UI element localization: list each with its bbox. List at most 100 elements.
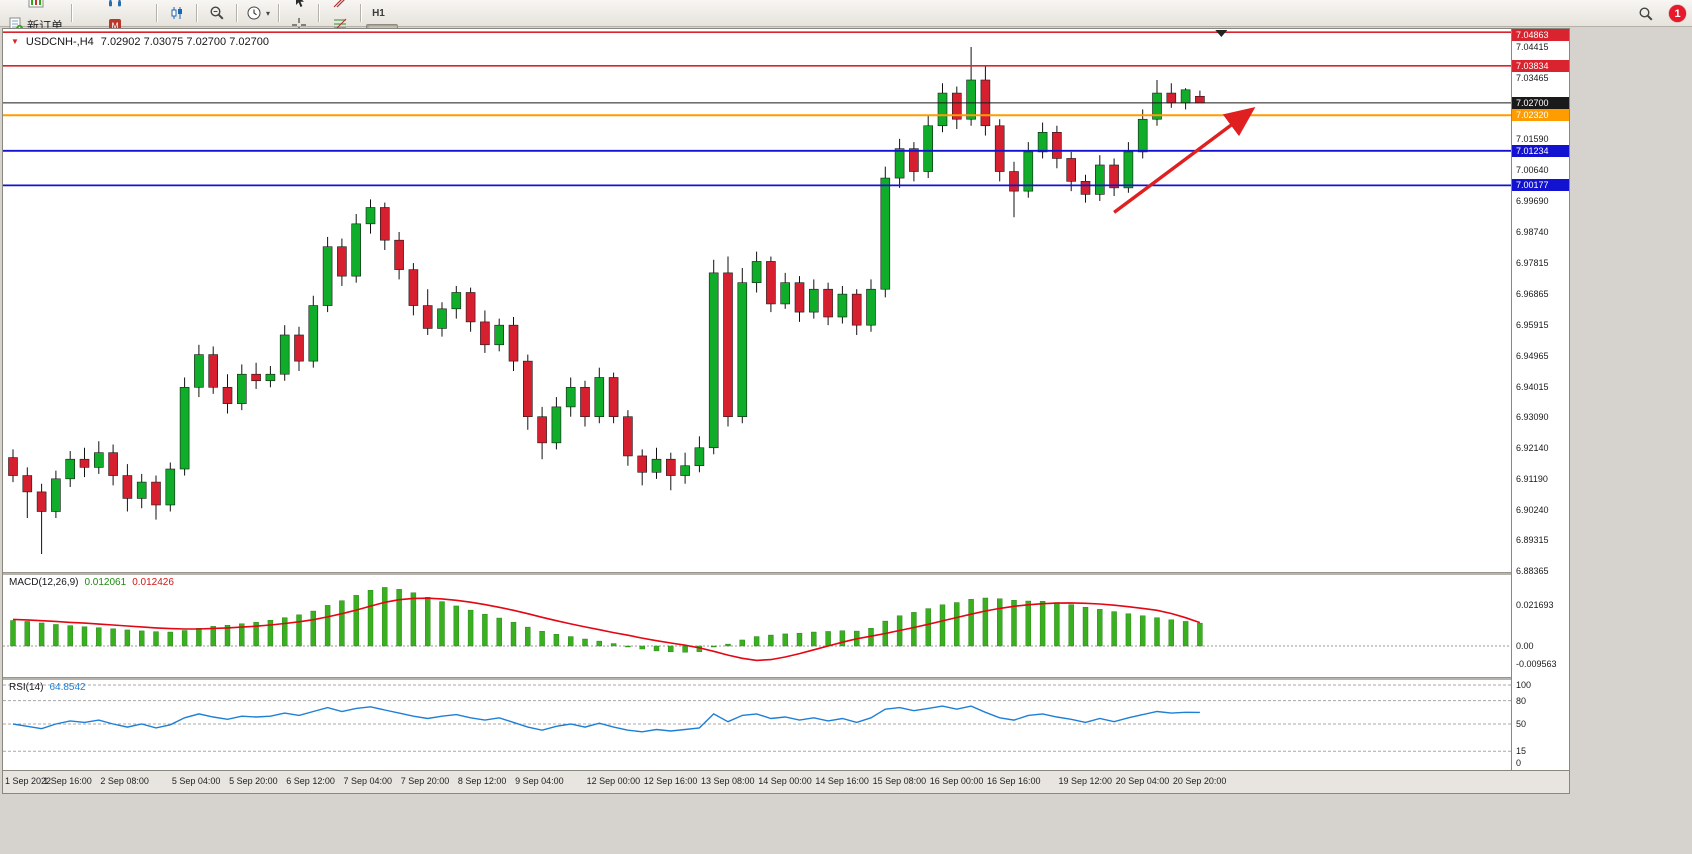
time-tick: 12 Sep 00:00 xyxy=(586,776,641,786)
price-tick: 6.91190 xyxy=(1516,474,1548,485)
rsi-scale-tick: 0 xyxy=(1516,758,1522,768)
toolbar-separator xyxy=(360,4,363,22)
panel-splitter[interactable] xyxy=(3,572,1569,575)
chart-shift-marker[interactable] xyxy=(1215,30,1228,37)
macd-panel[interactable] xyxy=(3,573,1511,677)
cursor-button[interactable] xyxy=(284,0,314,13)
candle-bodies xyxy=(8,79,1205,512)
rsi-scale-tick: 80 xyxy=(1516,695,1527,706)
toolbar-separator xyxy=(278,4,281,22)
macd-scale-tick: 0.00 xyxy=(1516,641,1534,651)
time-tick: 14 Sep 16:00 xyxy=(815,776,869,786)
channel-button[interactable] xyxy=(324,0,356,13)
price-level-label: 7.00177 xyxy=(1512,179,1569,192)
chart-header: ▼ USDCNH-,H4 7.02902 7.03075 7.02700 7.0… xyxy=(11,36,269,48)
svg-text:M: M xyxy=(111,21,118,31)
price-level-label: 7.04863 xyxy=(1512,29,1569,41)
price-tick: 6.92140 xyxy=(1516,443,1549,454)
zoom-out-button[interactable] xyxy=(202,1,232,25)
time-tick: 6 Sep 12:00 xyxy=(286,776,335,786)
time-tick: 12 Sep 16:00 xyxy=(643,776,698,786)
search-icon xyxy=(1638,6,1654,22)
search-button[interactable] xyxy=(1631,2,1661,26)
rsi-line xyxy=(12,705,1200,733)
time-tick: 16 Sep 00:00 xyxy=(929,776,984,786)
cursor-icon xyxy=(291,0,307,9)
time-tick: 20 Sep 04:00 xyxy=(1115,776,1170,786)
price-level-label: 7.02700 xyxy=(1512,96,1569,109)
notification-badge[interactable]: 1 xyxy=(1669,5,1686,22)
macd-histogram xyxy=(10,587,1203,653)
macd-scale-tick: 0.021693 xyxy=(1516,600,1554,610)
price-tick: 7.00640 xyxy=(1516,165,1549,176)
time-tick: 19 Sep 12:00 xyxy=(1058,776,1113,786)
time-tick: 2 Sep 08:00 xyxy=(100,776,149,786)
time-tick: 9 Sep 04:00 xyxy=(515,776,564,786)
chart-window: ▼ USDCNH-,H4 7.02902 7.03075 7.02700 7.0… xyxy=(2,28,1570,794)
toolbar-separator xyxy=(236,4,239,22)
price-tick: 6.94965 xyxy=(1516,350,1549,361)
macd-value-main: 0.012061 xyxy=(84,577,127,588)
price-tick: 6.95915 xyxy=(1516,319,1549,330)
time-tick: 1 Sep 2022 xyxy=(5,776,52,786)
candle-wicks xyxy=(12,46,1201,555)
price-tick: 6.94015 xyxy=(1516,381,1549,392)
candle-chart-button[interactable] xyxy=(162,1,192,25)
time-tick: 5 Sep 20:00 xyxy=(229,776,278,786)
price-tick: 6.89315 xyxy=(1516,535,1549,546)
newchart-icon xyxy=(28,0,44,9)
price-tick: 7.01590 xyxy=(1516,134,1549,145)
periods-button[interactable]: ▾ xyxy=(242,1,274,25)
support-icon xyxy=(107,0,123,9)
price-tick: 6.97815 xyxy=(1516,257,1549,268)
price-tick: 6.88365 xyxy=(1516,566,1549,577)
new-chart-button[interactable] xyxy=(4,0,67,13)
support-button[interactable] xyxy=(77,0,152,13)
price-tick: 6.98740 xyxy=(1516,227,1549,238)
clock-icon xyxy=(246,5,262,21)
symbol-marker-icon: ▼ xyxy=(11,37,19,46)
panel-splitter[interactable] xyxy=(3,677,1569,680)
time-tick: 7 Sep 04:00 xyxy=(343,776,393,786)
toolbar-separator xyxy=(71,4,74,22)
toolbar-right: 1 xyxy=(1631,0,1686,27)
toolbar-separator xyxy=(318,4,321,22)
rsi-scale-tick: 15 xyxy=(1516,746,1527,757)
trend-arrow[interactable] xyxy=(1113,106,1256,214)
price-level-label: 7.02320 xyxy=(1512,109,1569,122)
candleschart-icon xyxy=(169,5,185,21)
rsi-scale-tick: 100 xyxy=(1516,680,1532,690)
price-tick: 7.03465 xyxy=(1516,72,1549,83)
time-tick: 8 Sep 12:00 xyxy=(457,776,507,786)
time-tick: 5 Sep 04:00 xyxy=(171,776,221,786)
rsi-panel[interactable] xyxy=(3,678,1511,769)
time-tick: 13 Sep 08:00 xyxy=(701,776,755,786)
toolbar-separator xyxy=(196,4,199,22)
price-tick: 6.99690 xyxy=(1516,196,1549,207)
time-tick: 20 Sep 20:00 xyxy=(1172,776,1227,786)
macd-header: MACD(12,26,9) 0.012061 0.012426 xyxy=(9,577,174,588)
channel-icon xyxy=(332,0,348,9)
toolbar-groups: 新订单M自动交易▾▾▾Aab▾M1M5M15M30H1H4D1W1MN xyxy=(4,0,398,107)
rsi-scale-tick: 50 xyxy=(1516,719,1527,729)
timeframe-h1-button[interactable]: H1 xyxy=(372,7,385,19)
chart-title-symbol: USDCNH-,H4 xyxy=(25,36,94,48)
price-tick: 6.93090 xyxy=(1516,412,1549,423)
price-scale[interactable]: 7.04415 7.03465 7.01590 7.00640 6.99690 6.987… xyxy=(1511,29,1569,770)
price-tick: 6.90240 xyxy=(1516,505,1549,516)
toolbar-separator xyxy=(156,4,159,22)
macd-scale-tick: -0.009563 xyxy=(1516,659,1557,670)
macd-value-signal: 0.012426 xyxy=(132,577,174,588)
price-level-label: 7.01234 xyxy=(1512,144,1569,157)
time-tick: 16 Sep 16:00 xyxy=(987,776,1041,786)
time-tick: 14 Sep 00:00 xyxy=(758,776,812,786)
rsi-header: RSI(14) 64.8542 xyxy=(9,682,86,693)
candlestick-chart[interactable] xyxy=(3,29,1511,572)
macd-signal-line xyxy=(12,597,1201,662)
price-tick: 6.96865 xyxy=(1516,288,1549,299)
toolbar: 新订单M自动交易▾▾▾Aab▾M1M5M15M30H1H4D1W1MN 1 xyxy=(0,0,1692,107)
time-axis[interactable]: 1 Sep 2022 1 Sep 16:00 2 Sep 08:00 5 Sep 04… xyxy=(3,770,1569,793)
macd-label: MACD(12,26,9) xyxy=(9,577,79,588)
horizontal-level-lines[interactable] xyxy=(3,31,1511,187)
